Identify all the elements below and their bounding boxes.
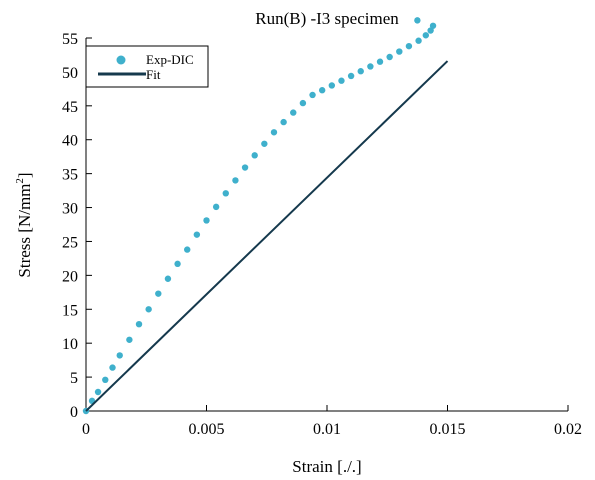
exp-dic-point: [232, 177, 239, 184]
exp-dic-point: [261, 140, 268, 147]
exp-dic-point: [155, 290, 162, 297]
exp-dic-point: [414, 17, 421, 24]
exp-dic-point: [174, 260, 181, 268]
y-axis-title-main: Stress [N/mm: [15, 184, 34, 278]
exp-dic-point: [241, 164, 249, 171]
exp-dic-point: [280, 118, 287, 126]
exp-dic-point: [429, 22, 437, 29]
fit-line: [85, 60, 449, 412]
y-tick-label: 40: [62, 133, 78, 150]
exp-dic-point: [367, 63, 374, 70]
y-tick-label: 50: [62, 65, 78, 82]
y-axis-title-end: ]: [15, 172, 34, 178]
exp-dic-point: [338, 77, 345, 84]
y-axis-title: Stress [N/mm2]: [14, 172, 34, 277]
x-tick-label: 0.015: [430, 421, 466, 438]
x-tick-label: 0: [82, 421, 90, 438]
exp-dic-point: [184, 246, 191, 253]
exp-dic-point: [251, 152, 258, 159]
exp-dic-point: [328, 82, 336, 89]
chart-title: Run(B) -I3 specimen: [255, 9, 399, 28]
exp-dic-point: [109, 364, 116, 371]
exp-dic-point: [203, 217, 210, 224]
exp-dic-point: [376, 58, 384, 65]
y-tick-label: 5: [70, 370, 78, 387]
x-tick-label: 0.01: [313, 421, 341, 438]
exp-dic-point: [135, 320, 143, 328]
exp-dic-point: [309, 91, 316, 99]
y-tick-label: 25: [62, 234, 78, 251]
y-tick-label: 15: [62, 302, 78, 319]
exp-dic-point: [126, 336, 133, 343]
x-tick-label: 0.02: [554, 421, 582, 438]
exp-dic-point: [193, 231, 201, 238]
exp-dic-point: [102, 376, 109, 384]
y-tick-label: 55: [62, 31, 78, 48]
exp-dic-point: [386, 53, 393, 61]
exp-dic-point: [270, 129, 278, 136]
exp-dic-point: [222, 190, 229, 197]
exp-dic-point: [427, 27, 434, 34]
y-tick-label: 45: [62, 99, 78, 116]
y-tick-label: 10: [62, 336, 78, 353]
y-tick-label: 0: [70, 404, 78, 421]
exp-dic-point: [396, 48, 403, 55]
legend-fit-label: Fit: [146, 67, 161, 82]
exp-dic-point: [318, 87, 326, 94]
legend-exp-label: Exp-DIC: [146, 52, 194, 67]
exp-dic-point: [422, 32, 430, 39]
plot-area: 0 0.005 0.01 0.015 0.02 0 5 10 15 20 25 30 35 40 45 50 5…: [62, 17, 582, 438]
legend-box: [85, 45, 209, 88]
x-axis-title: Strain [./.]: [292, 457, 361, 476]
y-tick-label: 35: [62, 167, 78, 184]
exp-dic-point: [94, 388, 102, 396]
exp-dic-point: [357, 68, 364, 75]
y-axis-title-superscript: 2: [14, 178, 26, 184]
exp-dic-point: [290, 109, 297, 116]
exp-dic-point: [145, 306, 152, 313]
exp-dic-point: [415, 37, 422, 44]
exp-dic-point: [212, 203, 220, 211]
y-tick-label: 20: [62, 268, 78, 285]
exp-dic-point: [405, 42, 413, 50]
exp-dic-point: [299, 99, 307, 107]
exp-dic-point: [347, 72, 355, 80]
legend-exp-marker: [116, 55, 126, 65]
exp-dic-point: [116, 352, 123, 359]
y-tick-label: 30: [62, 201, 78, 218]
exp-dic-point: [164, 275, 172, 282]
x-tick-label: 0.005: [189, 421, 225, 438]
legend: Exp-DIC Fit: [85, 45, 209, 88]
